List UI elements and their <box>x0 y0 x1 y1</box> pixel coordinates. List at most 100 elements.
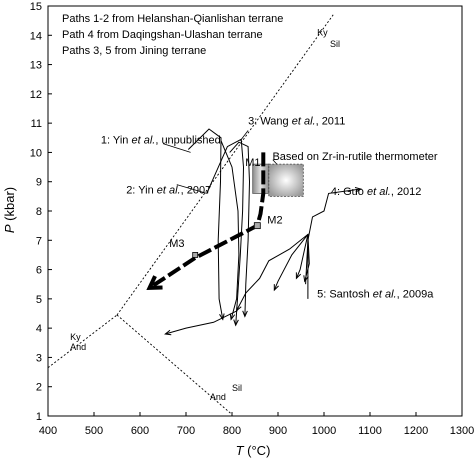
series-line <box>206 138 245 326</box>
x-tick-label: 700 <box>177 425 195 437</box>
annotation-part: , 2011 <box>316 116 346 128</box>
annotation-part: , 2012 <box>391 186 422 198</box>
y-tick-label: 4 <box>36 323 42 335</box>
series-arrowhead <box>233 319 239 327</box>
main-path-line <box>151 152 266 288</box>
y-tick-label: 7 <box>36 235 42 247</box>
boundary-label: And <box>210 392 226 402</box>
boundary-label: Sil <box>330 39 340 49</box>
series-line <box>187 128 224 320</box>
boundary-label: Sil <box>232 383 242 393</box>
legend-line-3: Paths 3, 5 from Jining terrane <box>62 45 206 57</box>
x-tick-label: 1300 <box>450 425 474 437</box>
series-line <box>304 234 310 282</box>
series-line <box>273 234 309 291</box>
annotation-part: 4: Guo <box>331 186 367 198</box>
x-tick-label: 1000 <box>312 425 336 437</box>
x-tick-label: 900 <box>269 425 287 437</box>
pt-paths <box>164 128 363 336</box>
legend: Paths 1-2 from Helanshan-Qianlishan terr… <box>62 13 283 57</box>
y-tick-label: 5 <box>36 294 42 306</box>
boundary-label: Ky <box>317 27 328 37</box>
zr-in-rutile-box <box>268 163 304 197</box>
annotation-part: et al. <box>373 288 397 300</box>
y-tick-label: 15 <box>30 1 42 13</box>
y-tick-label: 13 <box>30 60 42 72</box>
x-tick-label: 500 <box>85 425 103 437</box>
annotation-part: et al. <box>157 184 181 196</box>
y-tick-label: 3 <box>36 352 42 364</box>
x-axis-title: T (°C) <box>236 443 271 458</box>
path-annotation: 1: Yin et al., unpublished <box>101 135 221 147</box>
annotation-part: 1: Yin <box>101 135 132 147</box>
legend-line-1: Paths 1-2 from Helanshan-Qianlishan terr… <box>62 13 283 25</box>
legend-line-2: Path 4 from Daqingshan-Ulashan terrane <box>62 29 263 41</box>
y-tick-label: 12 <box>30 89 42 101</box>
series-arrowhead <box>354 186 363 193</box>
stage-label-m3: M3 <box>169 238 184 250</box>
path-annotation: 2: Yin et al., 2007 <box>126 184 211 196</box>
main-path-arrowhead <box>146 275 163 290</box>
annotation-part: 3: Wang <box>248 116 292 128</box>
stage-label-m1: M1 <box>245 157 260 169</box>
y-axis-title: P (kbar) <box>2 187 17 233</box>
annotation-part: , 2009a <box>397 288 435 300</box>
y-tick-label: 8 <box>36 206 42 218</box>
annotation-part: et al. <box>367 186 391 198</box>
y-tick-label: 1 <box>36 411 42 423</box>
y-tick-label: 6 <box>36 265 42 277</box>
x-tick-label: 400 <box>39 425 57 437</box>
y-tick-label: 2 <box>36 382 42 394</box>
annotation-part: et al. <box>131 135 155 147</box>
x-tick-label: 600 <box>131 425 149 437</box>
series-arrowhead <box>164 329 172 336</box>
annotation-part: 5: Santosh <box>317 288 373 300</box>
zr-in-rutile-label: Based on Zr-in-rutile thermometer <box>272 151 437 163</box>
boundary-label: Ky <box>70 332 81 342</box>
boundary-label: And <box>70 342 86 352</box>
boundary-ky-sil <box>116 14 334 316</box>
y-tick-label: 10 <box>30 147 42 159</box>
series-arrowhead <box>303 275 309 283</box>
leader-line <box>162 143 191 153</box>
series-arrowhead <box>219 313 225 321</box>
series-line <box>236 233 309 311</box>
axis-ticks: 400 500 600 700 800 900 1000 1100 1200 1300123456… <box>30 1 474 437</box>
stage-marker-m3 <box>192 252 199 258</box>
leader-line <box>239 130 249 141</box>
stage-boxes: Based on Zr-in-rutile thermometer <box>252 151 438 197</box>
stage-label-m2: M2 <box>267 215 282 227</box>
series-line <box>305 188 361 285</box>
series-arrowhead <box>236 304 242 312</box>
y-tick-label: 14 <box>30 30 42 42</box>
path-annotation: 4: Guo et al., 2012 <box>331 186 422 198</box>
y-tick-label: 9 <box>36 177 42 189</box>
series-arrowhead <box>229 313 236 321</box>
series-arrowhead <box>273 284 279 292</box>
x-tick-label: 1100 <box>358 425 382 437</box>
annotation-part: , unpublished <box>155 135 220 147</box>
path-annotation: 5: Santosh et al., 2009a <box>317 288 434 300</box>
series-line <box>220 140 240 320</box>
series-line <box>295 234 309 279</box>
series-line <box>229 141 251 317</box>
x-tick-label: 800 <box>223 425 241 437</box>
stage-marker-m2 <box>253 222 261 230</box>
boundary-ky-and <box>47 314 118 369</box>
annotation-part: et al. <box>292 116 316 128</box>
series-line <box>165 310 238 335</box>
y-tick-label: 11 <box>31 118 42 130</box>
plot-frame <box>47 5 463 417</box>
series-arrowhead <box>242 310 248 318</box>
annotation-part: 2: Yin <box>126 184 157 196</box>
series-arrowhead <box>295 272 302 280</box>
x-tick-label: 1200 <box>404 425 428 437</box>
path-annotation: 3: Wang et al., 2011 <box>248 116 345 128</box>
leader-line <box>176 184 207 194</box>
main-pt-path <box>146 152 266 290</box>
zr-leader-line <box>272 159 278 165</box>
boundary-and-sil <box>116 314 233 415</box>
